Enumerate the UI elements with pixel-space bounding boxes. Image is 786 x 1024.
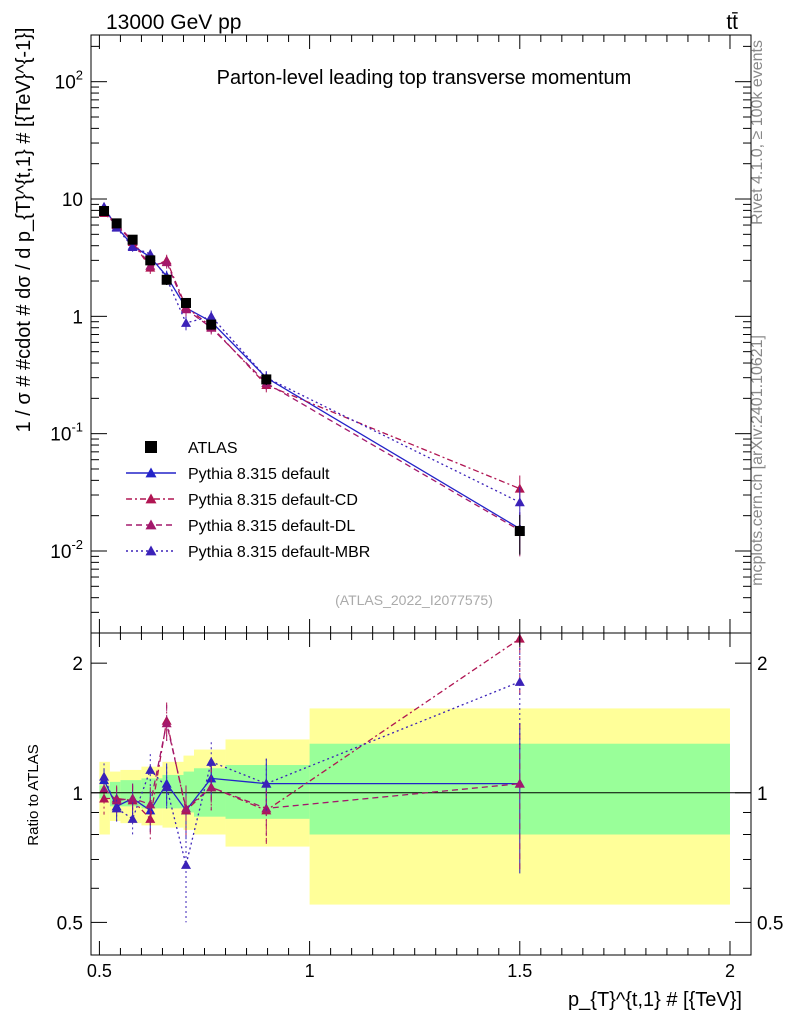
y-tick-label: 10-2 — [50, 537, 83, 563]
header-ttbar-label: tt̄ — [726, 11, 738, 34]
legend-label: Pythia 8.315 default-DL — [188, 518, 355, 535]
side-mcplots-label: mcplots.cern.ch [arXiv:2401.10621] — [749, 335, 766, 586]
ratio-band-inner — [109, 781, 121, 807]
ratio-point — [181, 859, 192, 869]
y-tick-exponent: -2 — [71, 537, 83, 552]
ratio-plot-panel: 0.5 1 1.5 2 0.5 0.5 1 1 2 2 — [57, 632, 783, 981]
main-plot-marks — [99, 201, 525, 557]
series-point — [181, 317, 192, 327]
ratio-point — [181, 803, 192, 813]
legend-label: Pythia 8.315 default — [188, 466, 330, 483]
plot-title: Parton-level leading top transverse mome… — [217, 67, 632, 89]
y-tick-exponent: -1 — [71, 420, 83, 435]
legend-marker — [145, 467, 157, 478]
data-point — [206, 319, 217, 330]
ratio-y-tick-label-right: 2 — [757, 654, 768, 675]
data-point — [99, 206, 110, 217]
ratio-y-tick-label: 2 — [72, 654, 83, 675]
ratio-y-tick-label: 1 — [72, 784, 83, 805]
ratio-y-tick-label-right: 0.5 — [757, 913, 783, 934]
data-point — [261, 374, 272, 385]
legend-marker-data — [145, 441, 157, 453]
x-tick-label: 1.5 — [507, 961, 532, 981]
series-point — [161, 257, 172, 267]
y-tick-exponent: 2 — [76, 68, 83, 83]
data-point — [127, 234, 138, 245]
main-plot-frame — [91, 35, 751, 633]
y-tick-label: 10 — [62, 190, 83, 211]
series-line — [103, 209, 521, 531]
header-process-label: 13000 GeV pp — [106, 11, 241, 34]
ratio-point — [206, 756, 217, 766]
ratio-point — [127, 813, 138, 823]
ratio-y-tick-label-right: 1 — [757, 784, 768, 805]
ratio-point — [206, 782, 217, 792]
series-point — [127, 241, 138, 251]
legend-label-data: ATLAS — [188, 440, 238, 457]
data-point — [145, 255, 156, 266]
ratio-y-axis-label: Ratio to ATLAS — [25, 744, 42, 845]
ratio-band-inner — [183, 771, 194, 813]
ratio-point — [514, 676, 525, 686]
x-tick-label: 2 — [725, 961, 735, 981]
ratio-point — [127, 793, 138, 803]
legend-marker — [145, 545, 157, 556]
ratio-series-line — [103, 681, 521, 866]
y-tick-label: 1 — [72, 307, 83, 328]
ratio-point — [261, 803, 272, 813]
y-tick-label: 10-1 — [50, 420, 83, 446]
main-plot-panel: 10-2 10-1 1 10 102 Parton-level leading top … — [50, 34, 752, 634]
ratio-point — [161, 782, 172, 792]
ratio-plot-axes: 0.5 1 1.5 2 0.5 0.5 1 1 2 2 — [57, 633, 783, 981]
legend-marker — [145, 519, 157, 530]
ratio-point — [145, 764, 156, 774]
series-point — [514, 497, 525, 507]
series-point — [181, 304, 192, 314]
data-point — [514, 526, 525, 537]
data-point — [181, 297, 192, 308]
legend-marker — [145, 493, 157, 504]
ratio-point — [514, 778, 525, 788]
ratio-point — [111, 803, 122, 813]
legend-label: Pythia 8.315 default-MBR — [188, 544, 370, 561]
y-tick-label: 102 — [55, 68, 83, 94]
ratio-point — [145, 799, 156, 809]
x-tick-label: 1 — [305, 961, 315, 981]
legend: ATLAS Pythia 8.315 default Pythia 8.315 de… — [126, 440, 370, 561]
ratio-plot-border — [90, 632, 752, 956]
ratio-plot-marks — [91, 633, 751, 923]
legend-label: Pythia 8.315 default-CD — [188, 492, 358, 509]
x-axis-label: p_{T}^{t,1} # [{TeV}] — [568, 989, 742, 1011]
ratio-point — [261, 778, 272, 788]
side-rivet-label: Rivet 4.1.0, ≥ 100k events — [749, 40, 766, 225]
x-tick-label: 0.5 — [87, 961, 112, 981]
ratio-y-tick-label: 0.5 — [57, 913, 83, 934]
y-axis-label: 1 / σ # #cdot # dσ / d p_{T}^{t,1} # [{T… — [13, 28, 35, 433]
analysis-watermark: (ATLAS_2022_I2077575) — [335, 592, 493, 608]
ratio-point — [161, 718, 172, 728]
data-point — [161, 274, 172, 285]
data-point — [111, 218, 122, 229]
series-point — [206, 311, 217, 321]
ratio-point — [99, 771, 110, 781]
